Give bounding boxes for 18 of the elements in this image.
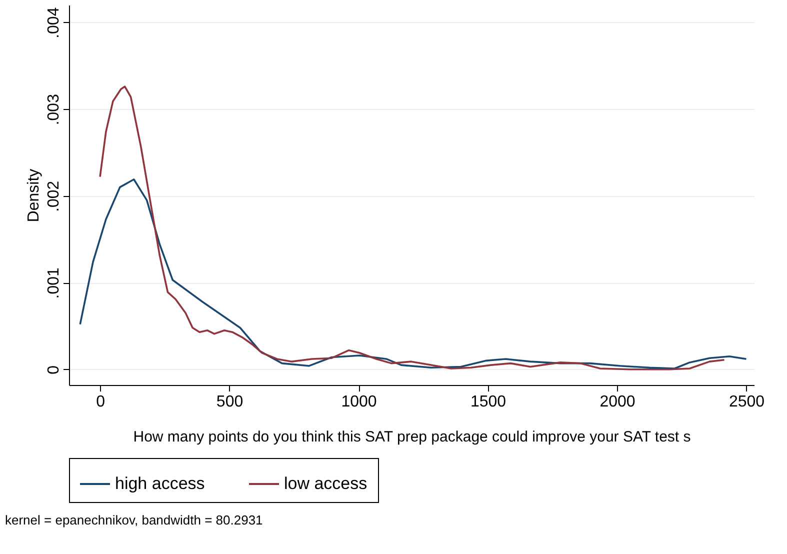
x-tick-label: 0 xyxy=(96,394,106,410)
y-tick-label: 0 xyxy=(46,365,62,374)
x-axis-title: How many points do you think this SAT prep package could improve your SAT test s xyxy=(133,428,691,446)
legend-label: low access xyxy=(284,474,368,493)
x-tick-label: 2000 xyxy=(600,394,636,410)
y-tick-label: .004 xyxy=(46,7,62,38)
x-tick-label: 2500 xyxy=(728,394,765,410)
y-tick-label: .001 xyxy=(46,267,62,299)
line-series xyxy=(79,178,748,370)
y-axis-title: Density xyxy=(26,168,42,222)
line-series xyxy=(99,86,726,370)
y-tick-label: .003 xyxy=(46,94,62,126)
x-tick-label: 1500 xyxy=(470,394,506,410)
legend-label: high access xyxy=(115,474,205,493)
x-tick-label: 1000 xyxy=(341,394,377,410)
y-tick-label: .002 xyxy=(46,180,62,212)
text: kernel = epanechnikov, bandwidth = 80.2931 xyxy=(5,512,263,528)
x-tick-label: 500 xyxy=(216,394,244,410)
